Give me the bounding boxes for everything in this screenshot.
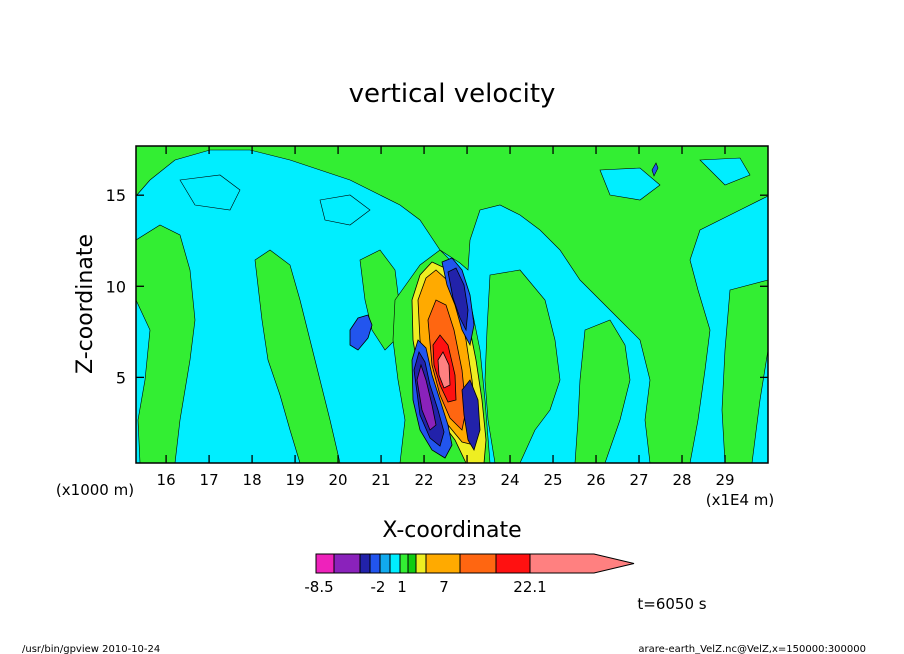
colorbar-swatch	[425, 553, 461, 574]
x-tick-label: 23	[458, 471, 477, 489]
chart-title: vertical velocity	[349, 79, 556, 109]
plot-area	[136, 146, 768, 463]
colorbar-tick-label: 1	[397, 578, 407, 596]
x-tick-label: 16	[157, 471, 176, 489]
colorbar-swatch	[379, 553, 391, 574]
colorbar-swatch	[389, 553, 401, 574]
x-tick-label: 20	[329, 471, 348, 489]
colorbar-swatch	[333, 553, 361, 574]
x-axis: 16 17 18 19 20 21 22 23 24 25 26 27 28 29	[157, 146, 735, 489]
colorbar-swatch	[407, 553, 417, 574]
colorbar-swatch	[459, 553, 497, 574]
colorbar-tick-label: 7	[439, 578, 449, 596]
x-tick-label: 27	[629, 471, 648, 489]
y-axis-label: Z-coordinate	[73, 234, 98, 374]
colorbar-swatch	[399, 553, 409, 574]
x-axis-label: X-coordinate	[382, 518, 521, 543]
x-tick-label: 21	[372, 471, 391, 489]
colorbar-swatch	[415, 553, 427, 574]
x-tick-label: 19	[286, 471, 305, 489]
time-label: t=6050 s	[637, 595, 706, 613]
footer-left: /usr/bin/gpview 2010-10-24	[22, 644, 160, 654]
weak-descent-islands	[179, 157, 751, 226]
y-unit-note: (x1000 m)	[56, 481, 134, 499]
y-tick-label: 5	[116, 368, 126, 387]
x-tick-label: 17	[200, 471, 219, 489]
x-tick-label: 25	[543, 471, 562, 489]
colorbar-tick-label: -8.5	[304, 578, 333, 596]
footer-right: arare-earth_VelZ.nc@VelZ,x=150000:300000	[638, 644, 866, 654]
x-tick-label: 26	[586, 471, 605, 489]
colorbar-swatch	[529, 553, 635, 574]
small-downdraft-ne	[651, 162, 659, 177]
colorbar-swatch	[315, 553, 335, 574]
colorbar-tick-label: -2	[371, 578, 386, 596]
plot-frame	[135, 145, 769, 464]
colorbar: -8.5 -2 1 7 22.1	[304, 553, 635, 596]
colorbar-tick-label: 22.1	[513, 578, 546, 596]
y-axis: 5 10 15	[106, 186, 768, 387]
x-tick-label: 24	[500, 471, 519, 489]
x-tick-label: 22	[415, 471, 434, 489]
colorbar-swatch	[495, 553, 531, 574]
y-tick-label: 10	[106, 277, 126, 296]
colorbar-swatch	[359, 553, 371, 574]
y-tick-label: 15	[106, 186, 126, 205]
x-tick-label: 28	[672, 471, 691, 489]
x-tick-label: 18	[243, 471, 262, 489]
downdraft-right	[441, 257, 481, 451]
colorbar-swatch	[369, 553, 381, 574]
downdraft-west	[349, 314, 373, 351]
x-tick-label: 29	[715, 471, 734, 489]
x-unit-note: (x1E4 m)	[706, 491, 775, 509]
downdraft-left	[411, 339, 453, 459]
